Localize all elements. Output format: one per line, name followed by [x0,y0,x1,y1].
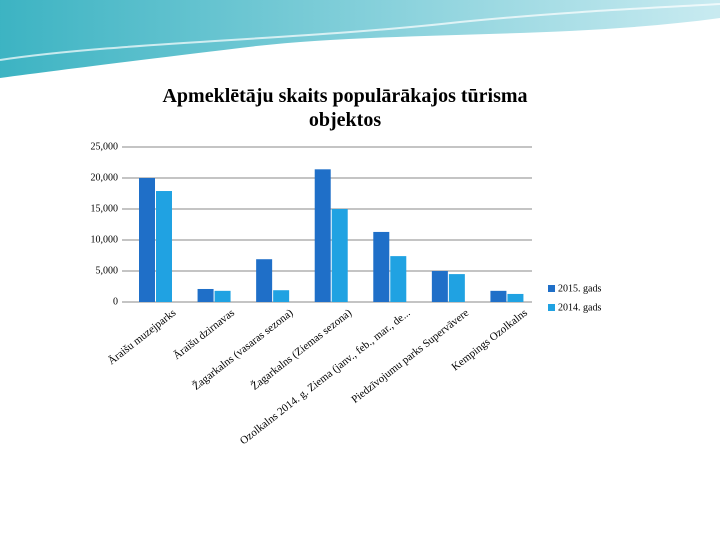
bar [197,288,214,302]
y-tick-label: 0 [113,296,118,307]
bar [431,271,448,302]
bar [373,231,390,302]
x-tick-label: Žagarkalns (Ziemas sezona) [249,307,354,393]
header-wave [0,0,720,78]
y-tick-label: 10,000 [91,234,119,245]
bar [273,290,290,302]
x-tick-label: Piedzīvojumu parks Supervāvere [349,307,471,406]
y-tick-label: 15,000 [91,203,119,214]
bar [314,169,331,302]
x-tick-label: Žagarkalns (vasaras sezona) [190,307,295,393]
bar [390,256,407,302]
wave-line [0,3,720,61]
legend-swatch [548,304,555,311]
bar [490,290,507,302]
chart-title: Apmeklētāju skaits populārākajos tūrisma… [162,85,528,131]
y-tick-label: 25,000 [91,141,119,152]
bar [331,209,348,302]
bar [448,274,465,302]
legend-label: 2014. gads [558,302,601,313]
legend-label: 2015. gads [558,283,601,294]
bar [156,191,172,302]
x-tick-label: Āraišu muzejparks [106,307,179,367]
bar [256,259,273,302]
bar [214,290,231,302]
legend-swatch [548,285,555,292]
bar [507,293,524,302]
y-tick-label: 20,000 [91,172,119,183]
bar [139,178,155,302]
y-tick-label: 5,000 [96,265,119,276]
